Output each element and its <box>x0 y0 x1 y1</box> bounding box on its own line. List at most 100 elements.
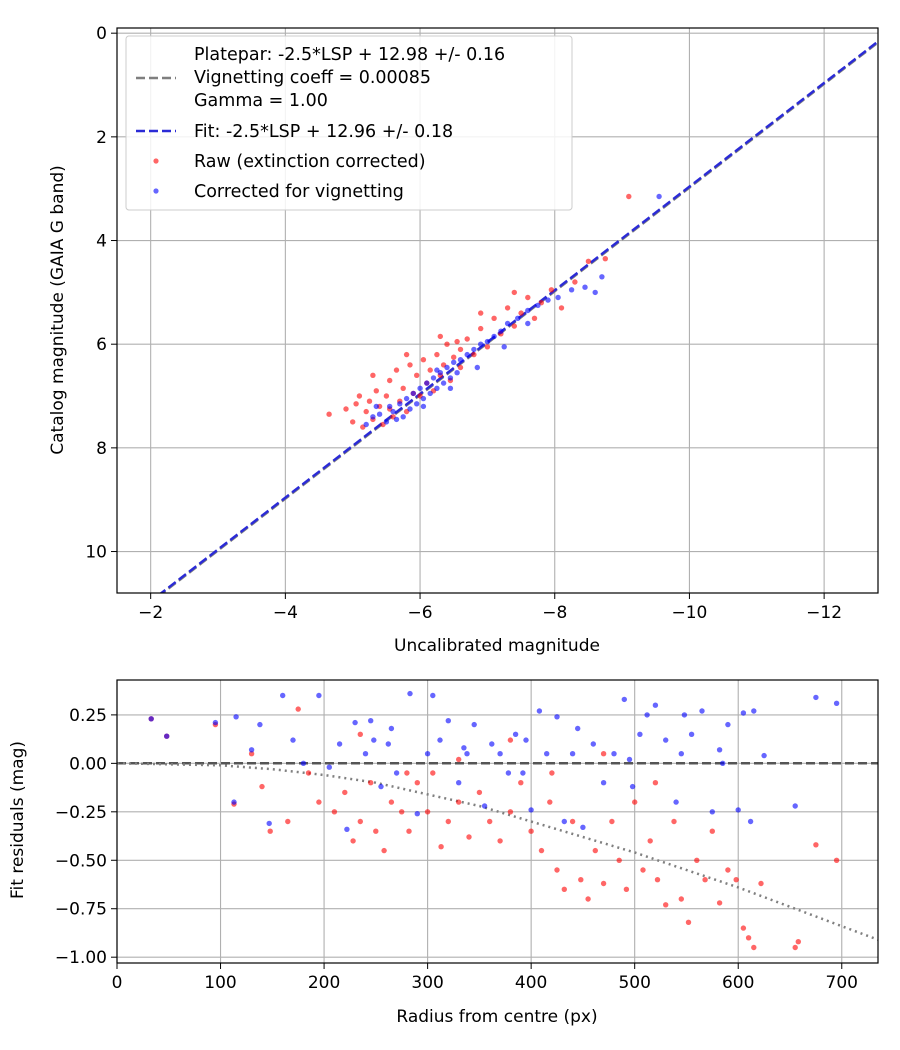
x-tick-label: 400 <box>515 973 547 993</box>
raw-point <box>393 367 400 373</box>
raw-point <box>795 939 801 945</box>
raw-point <box>414 372 420 378</box>
corrected-point <box>393 770 400 776</box>
corrected-point <box>414 811 420 817</box>
corrected-point <box>403 395 410 402</box>
corrected-point <box>393 416 400 423</box>
corrected-point <box>434 385 440 391</box>
raw-point <box>600 751 607 757</box>
raw-point <box>507 809 514 815</box>
raw-point <box>444 341 450 347</box>
corrected-point <box>652 702 659 708</box>
raw-point <box>381 847 387 854</box>
corrected-point <box>481 803 488 809</box>
corrected-point <box>515 315 521 321</box>
raw-point <box>654 877 661 883</box>
raw-point <box>478 325 484 332</box>
raw-point <box>663 902 669 908</box>
raw-point <box>370 372 376 378</box>
raw-point <box>833 857 840 863</box>
corrected-point <box>544 751 550 757</box>
raw-point <box>623 886 630 892</box>
corrected-point <box>629 783 636 790</box>
corrected-point <box>371 737 377 743</box>
raw-point <box>457 346 464 353</box>
corrected-point <box>417 385 423 391</box>
raw-point <box>368 780 374 786</box>
corrected-point <box>248 747 255 753</box>
x-tick-label: −10 <box>671 603 707 623</box>
corrected-point <box>444 364 450 371</box>
line-series-1 <box>159 40 878 593</box>
corrected-point <box>747 818 754 825</box>
x-tick-label: 300 <box>411 973 443 993</box>
corrected-point <box>678 751 684 757</box>
corrected-point <box>430 692 436 699</box>
corrected-point <box>709 809 715 815</box>
corrected-point <box>427 390 433 397</box>
raw-point <box>600 880 607 887</box>
raw-point <box>373 388 379 394</box>
corrected-point <box>383 419 390 425</box>
corrected-point <box>373 403 379 410</box>
raw-point <box>531 315 538 321</box>
raw-point <box>585 896 591 902</box>
raw-point <box>437 333 443 340</box>
corrected-point <box>474 364 480 371</box>
corrected-point <box>233 714 239 720</box>
legend-corrected-marker <box>153 188 159 194</box>
raw-point <box>813 842 819 848</box>
corrected-point <box>484 338 491 345</box>
corrected-point <box>430 375 437 381</box>
corrected-point <box>437 737 443 743</box>
corrected-point <box>792 803 798 809</box>
raw-point <box>647 838 653 844</box>
corrected-point <box>397 401 403 407</box>
corrected-point <box>478 341 484 347</box>
corrected-point <box>569 751 576 757</box>
raw-point <box>466 834 472 840</box>
legend: Platepar: -2.5*LSP + 12.98 +/- 0.16 Vign… <box>125 35 573 211</box>
corrected-point <box>833 700 840 706</box>
raw-point <box>745 935 752 941</box>
corrected-point <box>300 760 307 766</box>
raw-point <box>457 364 464 371</box>
y-tick-label: 0.25 <box>69 706 107 726</box>
raw-point <box>356 393 363 399</box>
y-tick-label: 0.00 <box>69 754 107 774</box>
y-tick-label: −0.50 <box>55 851 107 871</box>
corrected-point <box>456 780 462 786</box>
corrected-point <box>568 287 575 293</box>
raw-point <box>547 799 553 805</box>
raw-point <box>694 857 700 863</box>
raw-point <box>497 838 503 844</box>
corrected-point <box>368 718 374 724</box>
x-tick-label: 0 <box>112 973 123 993</box>
corrected-point <box>400 414 406 420</box>
corrected-point <box>257 721 263 728</box>
y-tick-label: −0.75 <box>55 900 107 920</box>
x-tick-label: 700 <box>826 973 858 993</box>
corrected-point <box>554 714 560 720</box>
raw-point <box>267 828 273 834</box>
corrected-point <box>326 764 332 770</box>
corrected-point <box>280 692 286 699</box>
raw-point <box>464 336 470 342</box>
x-tick-label: 500 <box>618 973 650 993</box>
raw-point <box>414 780 420 786</box>
corrected-point <box>590 741 596 747</box>
corrected-point <box>735 807 741 813</box>
corrected-point <box>336 741 343 747</box>
raw-point <box>295 706 301 712</box>
raw-point <box>525 294 531 301</box>
corrected-point <box>761 752 767 759</box>
raw-point <box>387 377 393 384</box>
raw-point <box>451 354 457 360</box>
legend-platepar-label-3: Gamma = 1.00 <box>194 91 328 111</box>
raw-point <box>248 751 255 757</box>
corrected-point <box>388 725 395 732</box>
corrected-point <box>716 747 723 753</box>
raw-point <box>350 419 356 425</box>
raw-point <box>716 900 723 906</box>
